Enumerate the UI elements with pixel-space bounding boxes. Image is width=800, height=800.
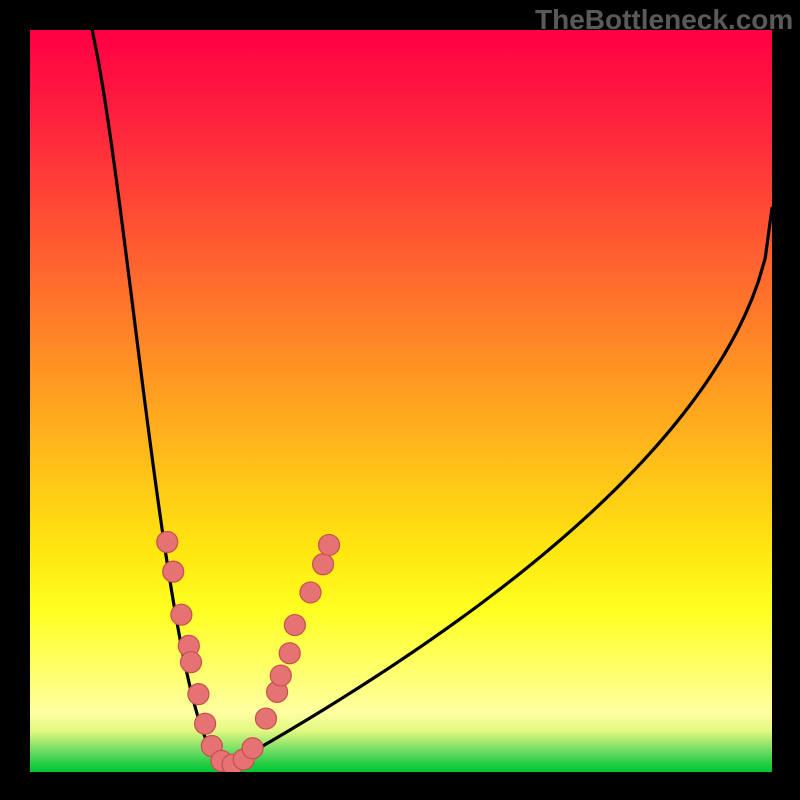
data-point [157, 531, 178, 552]
data-point [195, 713, 216, 734]
data-point [163, 561, 184, 582]
data-point [171, 604, 192, 625]
data-point [188, 684, 209, 705]
data-point [279, 643, 300, 664]
data-point [284, 615, 305, 636]
data-point [255, 708, 276, 729]
data-point [181, 652, 202, 673]
data-point [319, 534, 340, 555]
watermark-text: TheBottleneck.com [535, 4, 793, 36]
plot-area [30, 30, 772, 772]
data-point [242, 738, 263, 759]
data-point [300, 582, 321, 603]
chart-container: TheBottleneck.com [0, 0, 800, 800]
data-point [313, 554, 334, 575]
plot-svg [30, 30, 772, 772]
data-point [270, 665, 291, 686]
